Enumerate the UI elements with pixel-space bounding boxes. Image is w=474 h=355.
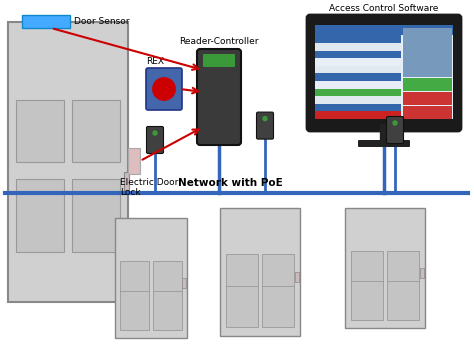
Bar: [315, 73, 401, 81]
Bar: [153, 261, 182, 293]
FancyBboxPatch shape: [197, 49, 241, 145]
Circle shape: [393, 121, 397, 125]
Bar: [387, 281, 419, 320]
Bar: [315, 89, 401, 96]
Bar: [17, 179, 64, 252]
FancyBboxPatch shape: [307, 15, 461, 131]
Bar: [72, 100, 119, 162]
Bar: [220, 208, 300, 336]
Bar: [315, 25, 453, 119]
Text: Electric Door
Lock: Electric Door Lock: [120, 178, 178, 197]
FancyBboxPatch shape: [203, 54, 235, 67]
Bar: [351, 251, 383, 282]
Circle shape: [153, 78, 175, 100]
FancyBboxPatch shape: [146, 126, 164, 153]
Bar: [120, 291, 149, 329]
FancyBboxPatch shape: [358, 140, 410, 147]
Text: REX: REX: [146, 57, 164, 66]
Bar: [72, 179, 119, 252]
Bar: [315, 104, 401, 111]
Bar: [295, 272, 299, 282]
Bar: [182, 278, 186, 288]
Bar: [315, 36, 401, 43]
FancyBboxPatch shape: [146, 68, 182, 110]
Bar: [226, 286, 257, 327]
Bar: [315, 81, 401, 89]
Bar: [22, 15, 70, 28]
Text: Access Control Software: Access Control Software: [329, 4, 439, 13]
Bar: [351, 281, 383, 320]
Bar: [124, 172, 129, 190]
Bar: [153, 291, 182, 329]
Bar: [402, 78, 452, 91]
Bar: [420, 268, 424, 278]
Text: Reader-Controller: Reader-Controller: [179, 37, 259, 46]
Bar: [120, 261, 149, 293]
Bar: [315, 66, 401, 73]
Bar: [387, 251, 419, 282]
Bar: [226, 254, 257, 287]
Bar: [315, 58, 401, 66]
Bar: [115, 218, 187, 338]
Bar: [263, 254, 294, 287]
Bar: [345, 208, 425, 328]
Circle shape: [263, 116, 267, 121]
Bar: [315, 96, 401, 104]
Bar: [402, 28, 452, 77]
Bar: [315, 50, 401, 58]
FancyBboxPatch shape: [386, 116, 403, 143]
Bar: [315, 25, 453, 36]
Bar: [263, 286, 294, 327]
FancyBboxPatch shape: [256, 112, 273, 139]
Text: Network with PoE: Network with PoE: [178, 178, 283, 188]
Bar: [402, 106, 452, 119]
Bar: [402, 92, 452, 105]
Bar: [315, 111, 401, 119]
Text: Door Sensor: Door Sensor: [74, 17, 129, 26]
Bar: [17, 100, 64, 162]
Bar: [315, 43, 401, 50]
Bar: [128, 148, 140, 174]
Circle shape: [153, 131, 157, 135]
Bar: [8, 22, 128, 302]
